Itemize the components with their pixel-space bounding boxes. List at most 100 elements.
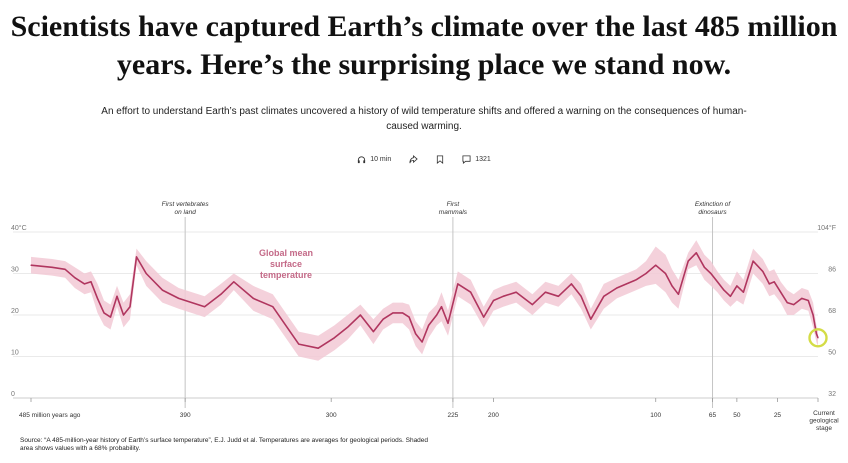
data-point	[736, 285, 738, 287]
x-tick-label: 300	[326, 412, 337, 419]
data-point	[645, 272, 647, 275]
data-point	[664, 272, 667, 275]
data-point	[616, 287, 618, 289]
data-point	[252, 297, 254, 299]
data-point	[786, 301, 788, 304]
y-tick-label-right: 68	[828, 308, 836, 315]
data-point	[752, 260, 754, 262]
event-label: First mammals	[439, 201, 468, 216]
data-point	[502, 295, 504, 297]
data-point	[531, 304, 534, 306]
data-point	[817, 337, 819, 339]
data-point	[580, 295, 582, 297]
y-tick-label-right: 32	[828, 391, 836, 398]
y-tick-label-right: 86	[828, 267, 836, 274]
y-tick-label-right: 50	[828, 350, 836, 357]
data-point	[557, 295, 559, 297]
comments-button[interactable]: 1321	[462, 155, 491, 164]
event-label: First vertebrates on land	[162, 201, 210, 216]
data-point	[220, 293, 222, 295]
x-tick-label: 65	[709, 412, 717, 419]
data-point	[64, 268, 66, 270]
data-point	[780, 291, 782, 293]
data-point	[436, 314, 438, 316]
data-point	[655, 264, 657, 266]
y-tick-label-left: 40°C	[11, 224, 27, 232]
x-tick-label: 25	[774, 412, 782, 419]
event-label: Extinction of dinosaurs	[695, 201, 732, 216]
data-point	[392, 312, 394, 314]
data-point	[570, 283, 572, 285]
data-point	[333, 337, 336, 339]
data-point	[470, 291, 472, 293]
data-point	[742, 291, 744, 293]
data-point	[801, 297, 803, 299]
data-point	[372, 331, 374, 333]
data-point	[677, 293, 680, 295]
comment-count: 1321	[475, 156, 491, 163]
data-point	[671, 285, 673, 287]
data-point	[30, 264, 32, 266]
y-tick-label-left: 10	[11, 350, 19, 357]
data-point	[103, 312, 105, 314]
data-point	[359, 314, 362, 316]
data-point	[83, 283, 86, 285]
data-point	[603, 295, 605, 297]
data-point	[408, 316, 410, 318]
data-point	[773, 281, 775, 283]
source-note: Source: “A 485-million-year history of E…	[20, 437, 429, 452]
listen-button[interactable]: 10 min	[357, 155, 391, 164]
share-icon	[409, 155, 418, 164]
dek: An effort to understand Earth’s past cli…	[101, 106, 747, 132]
data-point	[421, 341, 423, 343]
data-point	[447, 322, 449, 324]
data-point	[90, 281, 92, 283]
x-tick-label: 200	[488, 412, 499, 419]
listen-duration: 10 min	[370, 156, 392, 163]
data-point	[793, 304, 795, 306]
data-point	[515, 291, 517, 293]
data-point	[768, 283, 770, 285]
x-tick-label: Current geological stage	[809, 410, 839, 432]
data-point	[401, 312, 404, 314]
data-point	[204, 306, 206, 308]
data-point	[272, 306, 274, 308]
data-point	[544, 291, 546, 293]
data-point	[346, 326, 349, 329]
y-tick-label-left: 30	[11, 267, 19, 274]
temperature-line-layer	[30, 251, 819, 349]
data-point	[729, 295, 731, 297]
current-temperature-highlight	[808, 328, 828, 348]
y-tick-label-right: 104°F	[817, 224, 836, 232]
data-point	[317, 347, 319, 349]
data-point	[812, 314, 814, 316]
annotations: First vertebrates on land First mammals Exti…	[162, 201, 828, 348]
y-tick-label-left: 20	[11, 308, 19, 315]
x-tick-label: 485 million years ago	[19, 412, 81, 419]
data-point	[116, 295, 118, 297]
data-point	[382, 318, 384, 320]
data-point	[178, 297, 180, 299]
data-point	[135, 256, 138, 258]
data-point	[440, 306, 443, 308]
data-point	[483, 316, 485, 318]
data-point	[74, 277, 76, 279]
data-point	[590, 318, 592, 320]
data-point	[129, 306, 131, 308]
data-point	[625, 283, 628, 285]
data-point	[703, 266, 706, 268]
data-point	[233, 281, 235, 283]
data-point	[109, 316, 112, 318]
data-point	[492, 299, 495, 302]
article-meta: 10 min 1321	[0, 155, 848, 164]
series-label: Global mean surface temperature	[259, 248, 313, 280]
bookmark-button[interactable]	[436, 155, 444, 164]
data-point	[96, 297, 99, 299]
data-point	[122, 314, 125, 316]
share-button[interactable]	[409, 155, 418, 164]
data-point	[635, 279, 637, 281]
data-point	[427, 324, 430, 326]
data-point	[687, 260, 689, 262]
